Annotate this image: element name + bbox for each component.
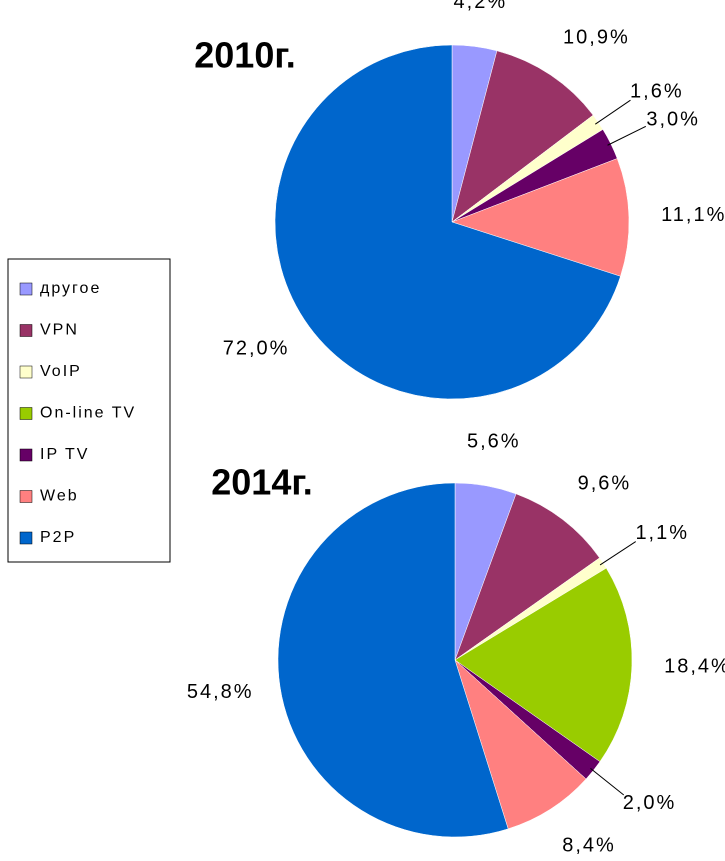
data-label: 2,0% <box>623 792 677 814</box>
legend <box>7 258 171 563</box>
legend-label: VoIP <box>40 363 82 380</box>
data-label: 1,1% <box>635 522 689 544</box>
pie-slice <box>454 659 587 830</box>
pie-slice <box>454 567 633 762</box>
legend-label: IP TV <box>40 446 89 463</box>
legend-swatch <box>19 407 33 420</box>
legend-label: другое <box>40 280 101 297</box>
pie-slice <box>451 50 594 223</box>
legend-swatch <box>19 282 33 296</box>
data-label: 9,6% <box>578 473 632 495</box>
data-label: 5,6% <box>467 430 521 452</box>
legend-swatch <box>19 531 33 545</box>
legend-swatch <box>19 490 33 503</box>
pie-slice <box>454 493 600 661</box>
leader-line <box>599 541 637 566</box>
data-label: 18,4% <box>664 656 725 678</box>
data-label: 3,0% <box>646 108 700 130</box>
leader-line <box>594 99 631 125</box>
chart-title: 2014г. <box>211 462 312 503</box>
data-label: 10,9% <box>563 26 630 48</box>
legend-swatch <box>19 324 33 337</box>
leader-line <box>607 125 647 146</box>
pie-slice <box>277 482 509 838</box>
legend-swatch <box>19 448 33 462</box>
pie-slice <box>274 44 621 400</box>
legend-label: VPN <box>40 322 79 339</box>
data-label: 8,4% <box>562 835 616 856</box>
data-label: 54,8% <box>187 681 254 703</box>
pie-slice <box>451 158 630 277</box>
legend-label: P2P <box>40 529 76 546</box>
legend-label: On-line TV <box>40 405 136 422</box>
legend-label: Web <box>40 488 79 505</box>
legend-swatch <box>19 365 33 379</box>
data-label: 1,6% <box>630 81 684 103</box>
data-label: 11,1% <box>661 204 725 226</box>
leader-line <box>590 767 625 796</box>
data-label: 72,0% <box>223 337 290 359</box>
chart-title: 2010г. <box>194 35 295 76</box>
data-label: 4,2% <box>454 0 508 13</box>
